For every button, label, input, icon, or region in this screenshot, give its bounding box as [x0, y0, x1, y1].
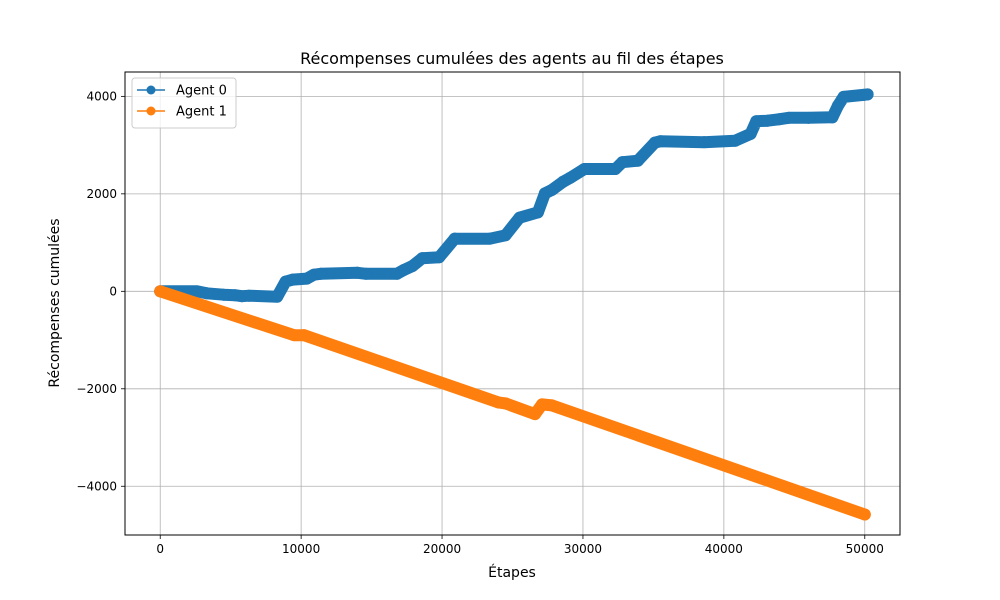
- data-point: [802, 111, 815, 124]
- data-point: [772, 113, 785, 126]
- legend-marker: [146, 85, 156, 95]
- data-point: [578, 162, 591, 175]
- data-point: [483, 232, 496, 245]
- data-point: [782, 111, 795, 124]
- data-point: [416, 252, 429, 265]
- data-point: [861, 88, 874, 101]
- data-point: [832, 99, 844, 112]
- data-point: [531, 206, 544, 219]
- data-point: [761, 114, 774, 127]
- data-point: [729, 134, 742, 147]
- data-point: [499, 229, 512, 242]
- data-point: [837, 90, 850, 103]
- x-tick-label: 50000: [846, 542, 884, 556]
- data-point: [826, 111, 839, 124]
- legend-label: Agent 0: [176, 84, 227, 99]
- data-point: [200, 287, 213, 300]
- data-point: [750, 115, 763, 128]
- y-tick-label: 0: [109, 284, 117, 298]
- data-point: [190, 285, 203, 298]
- data-point: [217, 288, 230, 301]
- x-axis-label: Étapes: [488, 564, 536, 581]
- data-point: [406, 259, 419, 272]
- data-point: [499, 397, 512, 410]
- data-point: [744, 127, 757, 140]
- y-tick-label: −2000: [76, 382, 117, 396]
- x-tick-label: 20000: [423, 542, 461, 556]
- data-point: [616, 156, 629, 169]
- series-0: [154, 88, 874, 303]
- data-point: [297, 329, 310, 342]
- x-tick-label: 30000: [564, 542, 602, 556]
- y-axis-label: Récompenses cumulées: [47, 218, 63, 387]
- grid: [125, 72, 900, 535]
- data-point: [286, 273, 299, 286]
- data-point: [654, 135, 667, 148]
- y-tick-label: −4000: [76, 479, 117, 493]
- legend-entry: Agent 0: [137, 84, 227, 99]
- data-point: [314, 267, 327, 280]
- data-point: [545, 183, 558, 196]
- x-tick-label: 0: [156, 542, 164, 556]
- legend-label: Agent 1: [176, 105, 227, 120]
- data-point: [513, 211, 526, 224]
- data-point: [154, 285, 167, 298]
- data-point: [243, 289, 255, 302]
- legend-entry: Agent 1: [137, 105, 227, 120]
- series-line: [154, 88, 874, 303]
- data-point: [433, 251, 446, 264]
- series-1: [154, 285, 871, 521]
- legend: Agent 0 Agent 1: [131, 77, 237, 129]
- data-point: [564, 171, 577, 184]
- y-tick-label: 4000: [86, 89, 117, 103]
- data-point: [545, 399, 558, 412]
- data-point: [288, 329, 301, 342]
- data-point: [529, 408, 542, 421]
- series-line: [154, 285, 871, 521]
- x-tick-label: 40000: [705, 542, 743, 556]
- data-point: [858, 508, 871, 521]
- x-tick-label: 10000: [282, 542, 320, 556]
- legend-marker: [146, 106, 156, 116]
- ticks: 0 10000 20000 30000 40000 50000 −4000 −2000 0 200…: [76, 89, 883, 556]
- data-point: [448, 232, 461, 245]
- data-point: [271, 290, 284, 303]
- data-point: [631, 154, 644, 167]
- data-point: [536, 398, 549, 411]
- chart-title: Récompenses cumulées des agents au fil d…: [300, 49, 724, 68]
- data-point: [698, 136, 711, 149]
- data-point: [359, 267, 372, 280]
- y-tick-label: 2000: [86, 187, 117, 201]
- plot-frame: [124, 71, 901, 536]
- series-layer: [154, 88, 874, 521]
